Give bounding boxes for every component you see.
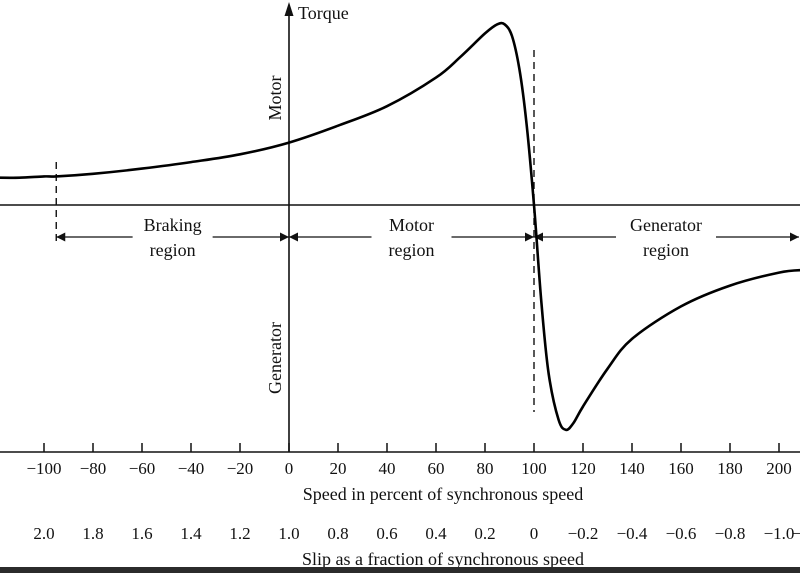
slip-tick-label: −1.0 bbox=[764, 524, 795, 543]
slip-tick-label: −0.4 bbox=[617, 524, 648, 543]
x-tick-label: −60 bbox=[129, 459, 156, 478]
x-tick-label: 60 bbox=[428, 459, 445, 478]
slip-tick-labels: 2.0 1.8 1.6 1.4 1.2 1.0 0.8 0.6 0.4 0.2 0 −0.2 −0.4−… bbox=[33, 524, 800, 543]
region-label: Braking bbox=[144, 215, 202, 235]
region-annotations: Braking region Motor region Generator region bbox=[56, 215, 799, 260]
x-axis-title: Speed in percent of synchronous speed bbox=[303, 484, 583, 504]
region-arrowhead bbox=[790, 232, 799, 242]
x-tick-label: 200 bbox=[766, 459, 792, 478]
motor-axis-label: Motor bbox=[265, 75, 285, 120]
region-label: region bbox=[643, 240, 689, 260]
x-tick-label: 160 bbox=[668, 459, 694, 478]
x-tick-label: 0 bbox=[285, 459, 294, 478]
slip-tick-label: 0 bbox=[530, 524, 539, 543]
slip-tick-label: − bbox=[792, 524, 800, 543]
region-label: Generator bbox=[630, 215, 702, 235]
slip-tick-label: 1.6 bbox=[131, 524, 152, 543]
region-arrowhead bbox=[280, 232, 289, 242]
region-arrowhead bbox=[534, 232, 543, 242]
region-arrowhead bbox=[289, 232, 298, 242]
region-label: Motor bbox=[389, 215, 434, 235]
x-tick-label: 80 bbox=[477, 459, 494, 478]
slip-tick-label: 0.4 bbox=[425, 524, 447, 543]
slip-axis-title: Slip as a fraction of synchronous speed bbox=[302, 549, 584, 569]
torque-axis-arrow bbox=[284, 2, 294, 16]
slip-tick-label: 1.2 bbox=[229, 524, 250, 543]
region-label: region bbox=[150, 240, 196, 260]
slip-tick-label: 1.4 bbox=[180, 524, 202, 543]
slip-tick-label: 1.8 bbox=[82, 524, 103, 543]
region-arrowhead bbox=[56, 232, 66, 242]
region-label: region bbox=[389, 240, 435, 260]
region-arrowhead bbox=[525, 232, 534, 242]
x-tick-label: −100 bbox=[26, 459, 61, 478]
x-tick-label: 140 bbox=[619, 459, 645, 478]
torque-axis-label: Torque bbox=[298, 3, 349, 23]
torque-speed-curve bbox=[0, 21, 800, 432]
x-tick-label: 40 bbox=[379, 459, 396, 478]
slip-tick-label: 2.0 bbox=[33, 524, 54, 543]
x-tick-label: 100 bbox=[521, 459, 547, 478]
slip-tick-label: −0.2 bbox=[568, 524, 599, 543]
slip-tick-label: 1.0 bbox=[278, 524, 299, 543]
x-tick-label: 120 bbox=[570, 459, 596, 478]
x-tick-label: 20 bbox=[330, 459, 347, 478]
slip-tick-label: 0.2 bbox=[474, 524, 495, 543]
x-tick-label: −80 bbox=[80, 459, 107, 478]
slip-tick-label: 0.8 bbox=[327, 524, 348, 543]
generator-axis-label: Generator bbox=[265, 322, 285, 394]
bottom-border bbox=[0, 567, 800, 573]
x-tick-label: 180 bbox=[717, 459, 743, 478]
speed-ticks: −100 −80 −60 −40 −20 0 20 40 60 80 100 120 140 160 180… bbox=[26, 443, 792, 478]
region-boundaries bbox=[55, 50, 535, 412]
slip-tick-label: −0.6 bbox=[666, 524, 697, 543]
x-tick-label: −40 bbox=[178, 459, 205, 478]
x-tick-label: −20 bbox=[227, 459, 254, 478]
slip-tick-label: 0.6 bbox=[376, 524, 397, 543]
slip-tick-label: −0.8 bbox=[715, 524, 746, 543]
